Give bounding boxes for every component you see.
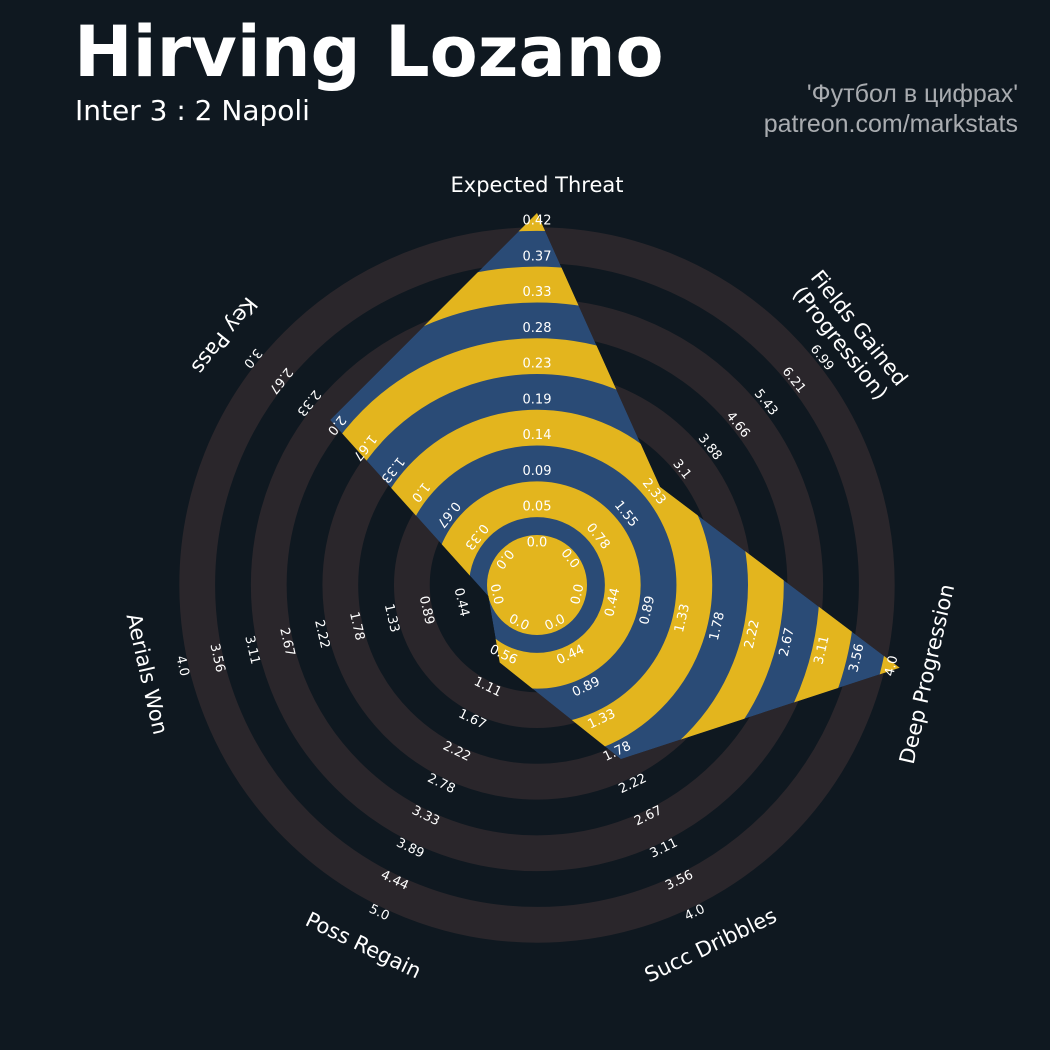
axis-label: Deep Progression (895, 582, 959, 766)
tick-label: 2.22 (742, 618, 763, 650)
tick-label: 0.44 (602, 587, 623, 619)
tick-label: 3.56 (846, 642, 867, 674)
player-name-title: Hirving Lozano (74, 11, 664, 93)
tick-label: 3.11 (812, 634, 833, 666)
tick-label: 3.56 (206, 642, 227, 674)
tick-label: 0.37 (523, 249, 552, 264)
tick-label: 4.0 (882, 654, 901, 678)
tick-label: 1.33 (381, 602, 402, 634)
tick-label: 1.78 (707, 610, 728, 642)
tick-label: 0.44 (451, 587, 472, 619)
tick-label: 0.89 (637, 595, 658, 627)
axis-label: Expected Threat (451, 173, 624, 197)
match-subtitle: Inter 3 : 2 Napoli (75, 94, 310, 127)
tick-label: 2.67 (777, 626, 798, 658)
tick-label: 0.23 (523, 357, 552, 372)
tick-label: 2.67 (276, 626, 297, 658)
credit-line-1: 'Футбол в цифрах' (806, 80, 1018, 108)
tick-label: 0.19 (523, 392, 552, 407)
credit-line-2: patreon.com/markstats (763, 109, 1018, 138)
tick-label: 1.78 (346, 610, 367, 642)
polygon-stripe (330, 338, 784, 760)
tick-label: 0.42 (523, 214, 552, 229)
tick-label: 0.0 (568, 583, 587, 607)
tick-label: 0.89 (416, 595, 437, 627)
tick-label: 0.33 (523, 285, 552, 300)
tick-label: 0.14 (523, 428, 552, 443)
tick-label: 0.05 (523, 500, 552, 515)
tick-label: 3.11 (241, 634, 262, 666)
axis-label: Aerials Won (122, 611, 173, 737)
tick-label: 2.22 (311, 618, 332, 650)
tick-label: 0.0 (527, 536, 548, 551)
tick-label: 0.28 (523, 321, 552, 336)
center-disc (487, 535, 587, 635)
tick-label: 0.09 (523, 464, 552, 479)
credit-block: 'Футбол в цифрах' patreon.com/markstats (764, 80, 1018, 139)
tick-label: 0.0 (486, 583, 505, 607)
tick-label: 4.0 (172, 654, 191, 678)
tick-label: 1.33 (672, 602, 693, 634)
axis-label: Poss Regain (302, 907, 425, 983)
